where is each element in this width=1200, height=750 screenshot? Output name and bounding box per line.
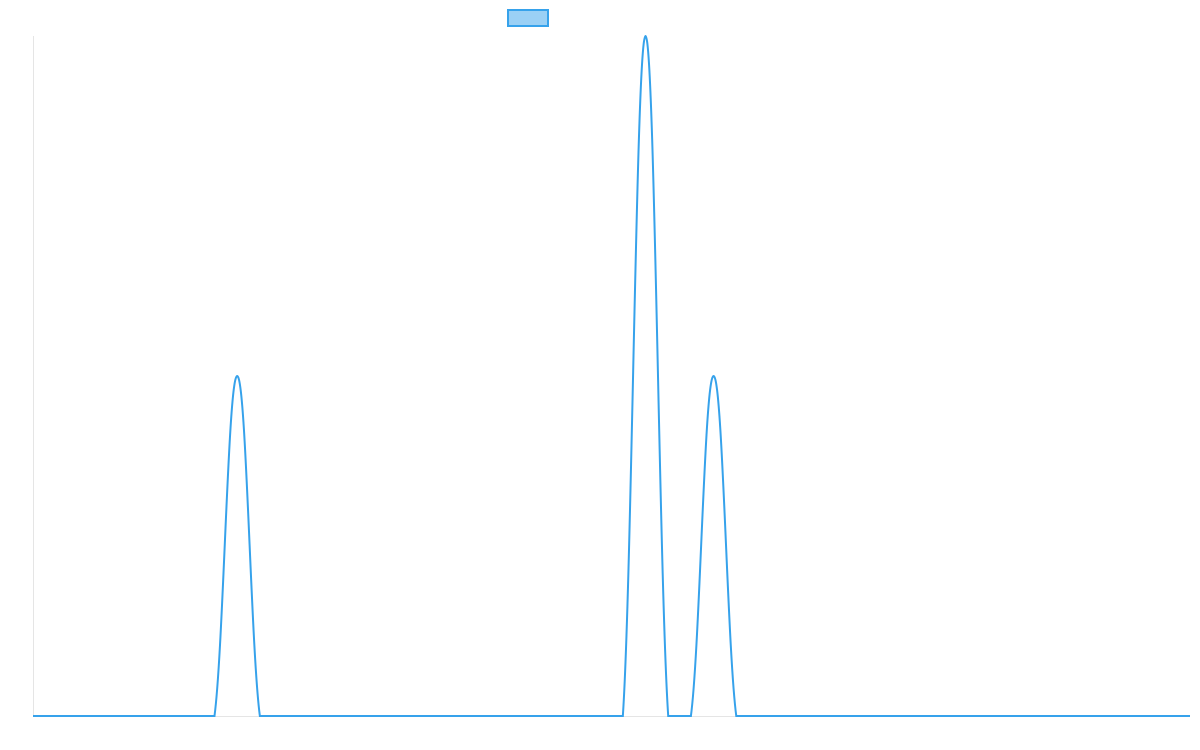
data-point[interactable] [348,713,354,719]
series-line [33,34,1190,717]
data-point[interactable] [643,33,649,39]
data-point[interactable] [574,713,580,719]
data-point[interactable] [869,713,875,719]
data-point[interactable] [98,713,104,719]
data-point[interactable] [983,713,989,719]
data-point[interactable] [711,373,717,379]
data-point[interactable] [1096,713,1102,719]
data-point[interactable] [915,713,921,719]
data-point[interactable] [166,713,172,719]
data-point[interactable] [438,713,444,719]
data-point[interactable] [53,713,59,719]
series-layer [30,33,1193,719]
data-point[interactable] [847,713,853,719]
data-point[interactable] [1142,713,1148,719]
data-point[interactable] [506,713,512,719]
data-point[interactable] [1119,713,1125,719]
data-point[interactable] [665,713,671,719]
data-point[interactable] [937,713,943,719]
data-point[interactable] [733,713,739,719]
legend[interactable] [507,9,549,27]
data-point[interactable] [484,713,490,719]
data-point[interactable] [393,713,399,719]
data-point[interactable] [824,713,830,719]
data-point[interactable] [75,713,81,719]
data-point[interactable] [756,713,762,719]
data-point[interactable] [121,713,127,719]
data-point[interactable] [234,373,240,379]
legend-swatch[interactable] [507,9,549,27]
data-point[interactable] [189,713,195,719]
data-point[interactable] [892,713,898,719]
data-point[interactable] [688,713,694,719]
data-point[interactable] [529,713,535,719]
data-point[interactable] [1051,713,1057,719]
data-point[interactable] [1164,713,1170,719]
data-point[interactable] [280,713,286,719]
data-point[interactable] [1006,713,1012,719]
data-point[interactable] [461,713,467,719]
data-point[interactable] [30,713,36,719]
data-point[interactable] [211,713,217,719]
data-point[interactable] [597,713,603,719]
data-point[interactable] [1074,713,1080,719]
data-point[interactable] [257,713,263,719]
data-point[interactable] [620,713,626,719]
data-point[interactable] [960,713,966,719]
data-point[interactable] [325,713,331,719]
data-point[interactable] [302,713,308,719]
data-point[interactable] [1187,713,1193,719]
data-point[interactable] [552,713,558,719]
data-point[interactable] [416,713,422,719]
data-point[interactable] [143,713,149,719]
data-point[interactable] [779,713,785,719]
data-point[interactable] [801,713,807,719]
data-point[interactable] [370,713,376,719]
data-point[interactable] [1028,713,1034,719]
